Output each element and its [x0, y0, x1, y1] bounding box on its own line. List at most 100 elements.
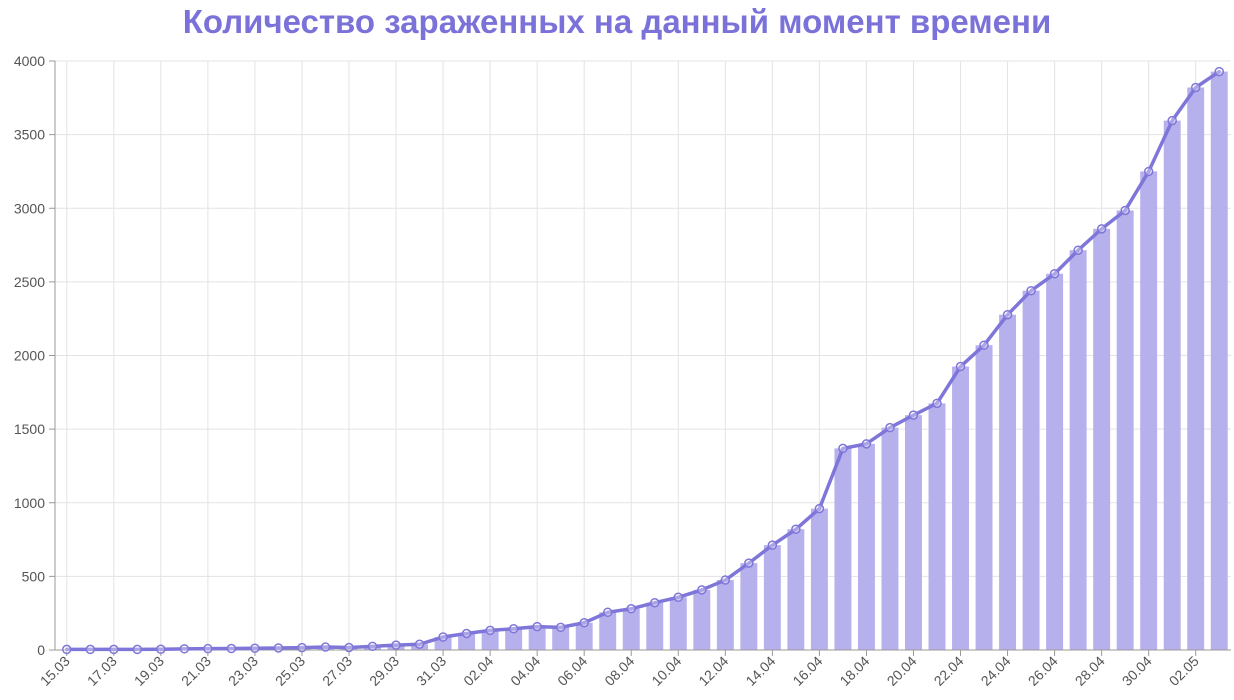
data-point: [344, 642, 354, 653]
x-tick-label: 17.03: [84, 653, 120, 689]
bar: [411, 644, 429, 650]
data-point: [979, 340, 989, 350]
x-tick-label: 30.04: [1119, 653, 1155, 689]
y-tick-label: 4000: [14, 53, 45, 69]
y-tick-label: 3000: [14, 200, 45, 216]
bar: [552, 627, 570, 650]
data-point: [179, 644, 190, 654]
x-tick-label: 15.03: [37, 653, 73, 689]
y-tick-label: 2500: [14, 274, 45, 290]
x-tick-label: 24.04: [978, 653, 1014, 689]
x-tick-label: 28.04: [1072, 653, 1108, 689]
data-point: [602, 607, 613, 618]
data-point: [579, 618, 589, 628]
data-point: [1214, 66, 1224, 77]
gridlines: [55, 60, 1231, 651]
data-point: [908, 410, 919, 420]
bar: [599, 612, 617, 650]
data-point: [932, 398, 942, 409]
data-point: [720, 575, 731, 585]
bar: [364, 646, 381, 650]
x-tick-label: 19.03: [131, 653, 167, 689]
bar: [1022, 290, 1040, 650]
data-point: [485, 625, 495, 636]
y-tick-label: 2000: [14, 348, 45, 364]
data-point: [62, 644, 72, 655]
bar: [387, 645, 405, 650]
x-tick-label: 04.04: [507, 653, 543, 689]
bar: [834, 448, 852, 650]
data-point: [814, 503, 825, 514]
x-tick-label: 31.03: [413, 653, 449, 689]
data-point: [226, 643, 237, 654]
bar: [646, 602, 664, 650]
bar: [787, 529, 805, 650]
data-point: [1026, 285, 1036, 296]
x-tick-label: 18.04: [836, 653, 872, 689]
data-point: [203, 643, 213, 654]
y-tick-labels: 0 500 1000 1500 2000 2500 3000 3500 4000: [14, 53, 45, 658]
x-tick-label: 29.03: [366, 653, 402, 689]
data-point: [791, 524, 801, 535]
series-points: [62, 66, 1224, 655]
data-point: [1049, 269, 1060, 279]
y-tick-label: 1500: [14, 421, 45, 437]
data-point: [650, 597, 660, 608]
data-point: [1096, 224, 1107, 234]
data-point: [1167, 115, 1177, 126]
data-point: [838, 443, 848, 454]
x-tick-label: 16.04: [789, 653, 825, 689]
data-point: [250, 643, 260, 653]
x-tick-label: 21.03: [178, 653, 214, 689]
bar: [505, 628, 523, 650]
bar: [1210, 71, 1228, 651]
data-point: [555, 622, 566, 633]
bar: [975, 345, 993, 650]
bar: [905, 415, 922, 650]
data-point: [697, 585, 707, 595]
data-point: [1073, 245, 1083, 255]
bar: [810, 508, 828, 650]
bar: [458, 633, 476, 650]
data-point: [861, 439, 872, 449]
data-point: [297, 642, 307, 653]
chart-title: Количество зараженных на данный момент в…: [182, 3, 1052, 40]
bar: [575, 622, 593, 650]
data-point: [885, 422, 895, 433]
bar: [1093, 228, 1111, 651]
data-point: [673, 592, 684, 603]
bar: [1069, 250, 1087, 650]
data-point: [414, 639, 425, 650]
data-point: [156, 644, 166, 655]
data-point: [438, 632, 448, 642]
x-tick-label: 02.04: [460, 653, 496, 689]
data-point: [767, 540, 778, 550]
data-point: [955, 361, 966, 372]
x-tick-label: 08.04: [601, 653, 637, 689]
data-point: [85, 644, 96, 655]
x-tick-labels: 15.03 17.03 19.03 21.03 23.03 25.03 27.03 29.03…: [37, 653, 1202, 689]
bar: [669, 597, 687, 650]
x-tick-label: 22.04: [931, 653, 967, 689]
data-point: [508, 624, 519, 634]
bar: [1116, 210, 1134, 651]
bar: [693, 589, 711, 650]
data-point: [532, 621, 542, 632]
bar: [881, 427, 899, 650]
x-tick-label: 23.03: [225, 653, 261, 689]
data-point: [391, 640, 401, 650]
x-tick-label: 10.04: [648, 653, 684, 689]
bar: [1046, 273, 1064, 650]
bar: [999, 314, 1017, 650]
data-point: [320, 642, 331, 652]
x-tick-label: 27.03: [319, 653, 355, 689]
data-point: [132, 644, 143, 655]
y-tick-label: 3500: [14, 127, 45, 143]
y-tick-label: 0: [37, 642, 45, 658]
data-point: [744, 558, 754, 568]
bar: [716, 580, 734, 650]
x-tick-label: 26.04: [1025, 653, 1061, 689]
y-tick-label: 1000: [14, 495, 45, 511]
x-tick-label: 12.04: [695, 653, 731, 689]
